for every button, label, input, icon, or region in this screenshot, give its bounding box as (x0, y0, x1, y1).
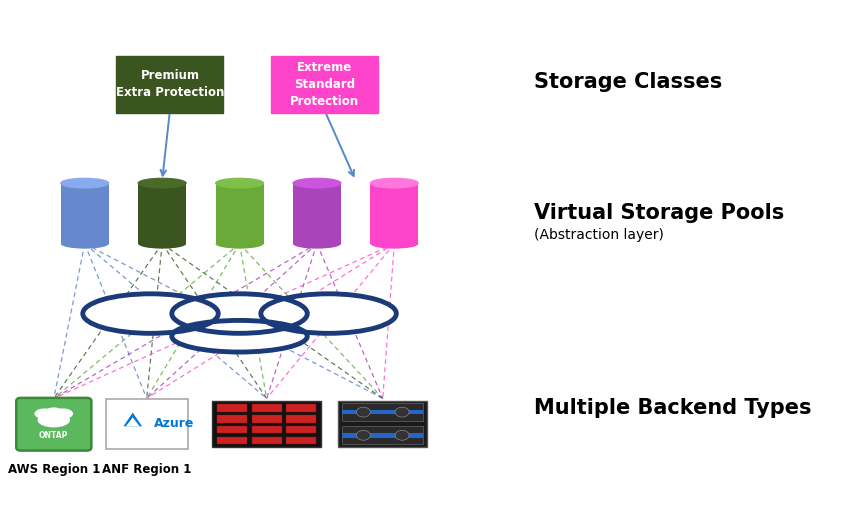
Text: Storage Classes: Storage Classes (533, 72, 722, 92)
FancyBboxPatch shape (252, 404, 282, 412)
Ellipse shape (395, 407, 409, 417)
FancyBboxPatch shape (116, 56, 223, 113)
Ellipse shape (53, 408, 73, 419)
Ellipse shape (356, 431, 371, 440)
Polygon shape (124, 413, 142, 426)
FancyBboxPatch shape (217, 415, 247, 423)
Ellipse shape (61, 178, 109, 188)
Text: Virtual Storage Pools: Virtual Storage Pools (533, 203, 784, 223)
Text: Azure: Azure (154, 417, 195, 430)
FancyBboxPatch shape (252, 436, 282, 444)
Ellipse shape (371, 178, 418, 188)
FancyBboxPatch shape (271, 56, 378, 113)
FancyBboxPatch shape (138, 183, 187, 243)
FancyBboxPatch shape (252, 415, 282, 423)
Ellipse shape (61, 239, 109, 249)
Ellipse shape (261, 294, 396, 333)
Ellipse shape (35, 408, 54, 419)
Ellipse shape (172, 320, 307, 352)
FancyBboxPatch shape (293, 183, 341, 243)
Text: AWS Region 1: AWS Region 1 (8, 463, 100, 476)
Text: ANF Region 1: ANF Region 1 (102, 463, 192, 476)
FancyBboxPatch shape (213, 401, 321, 447)
FancyBboxPatch shape (61, 183, 109, 243)
Ellipse shape (371, 239, 418, 249)
FancyBboxPatch shape (342, 433, 423, 437)
Ellipse shape (293, 239, 341, 249)
Ellipse shape (45, 407, 62, 416)
Ellipse shape (83, 294, 218, 333)
FancyBboxPatch shape (287, 404, 316, 412)
FancyBboxPatch shape (287, 415, 316, 423)
FancyBboxPatch shape (16, 398, 92, 451)
FancyBboxPatch shape (342, 403, 423, 421)
Ellipse shape (215, 178, 264, 188)
FancyBboxPatch shape (287, 436, 316, 444)
Ellipse shape (37, 413, 70, 427)
Ellipse shape (138, 239, 187, 249)
FancyBboxPatch shape (342, 426, 423, 444)
Text: Multiple Backend Types: Multiple Backend Types (533, 398, 812, 418)
FancyBboxPatch shape (287, 426, 316, 433)
FancyBboxPatch shape (106, 399, 187, 449)
Ellipse shape (215, 239, 264, 249)
Text: ONTAP: ONTAP (39, 431, 69, 441)
Text: Extreme
Standard
Protection: Extreme Standard Protection (290, 61, 360, 108)
FancyBboxPatch shape (215, 183, 264, 243)
FancyBboxPatch shape (342, 410, 423, 414)
Text: (Abstraction layer): (Abstraction layer) (533, 228, 664, 241)
Ellipse shape (356, 407, 371, 417)
FancyBboxPatch shape (217, 426, 247, 433)
FancyBboxPatch shape (371, 183, 418, 243)
Ellipse shape (293, 178, 341, 188)
Polygon shape (126, 417, 140, 426)
FancyBboxPatch shape (252, 426, 282, 433)
Ellipse shape (138, 178, 187, 188)
Ellipse shape (395, 431, 409, 440)
Ellipse shape (172, 294, 307, 333)
FancyBboxPatch shape (217, 404, 247, 412)
Text: Premium
Extra Protection: Premium Extra Protection (115, 70, 224, 99)
FancyBboxPatch shape (217, 436, 247, 444)
FancyBboxPatch shape (338, 401, 427, 447)
